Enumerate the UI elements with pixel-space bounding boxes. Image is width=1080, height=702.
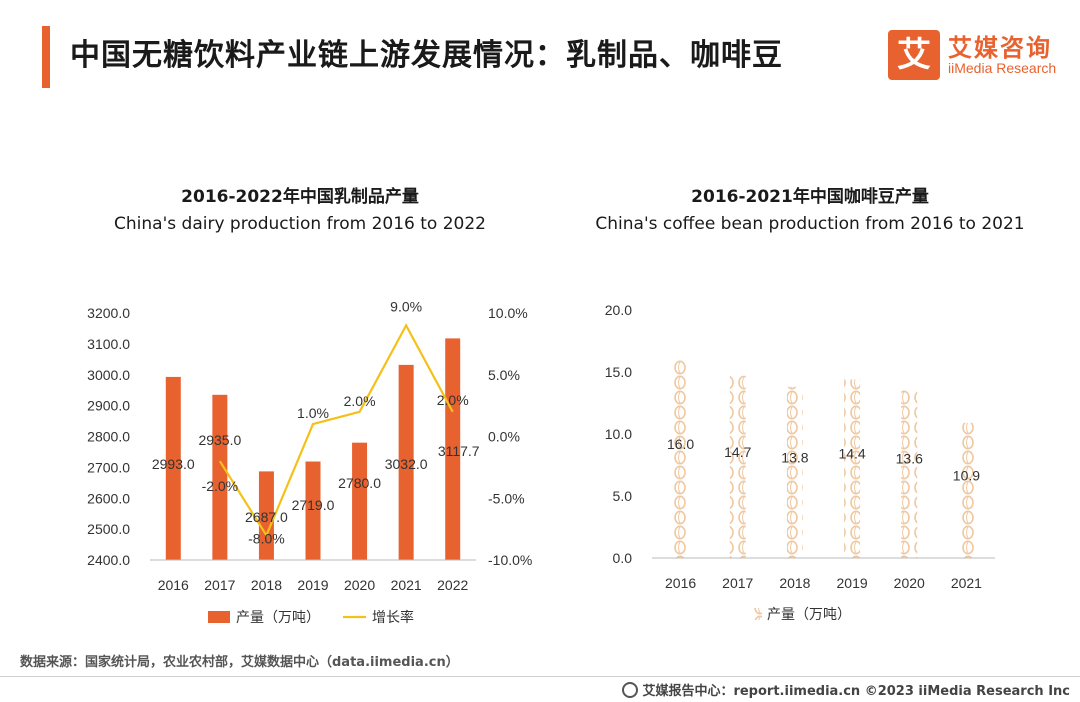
- y-tick-label: 3100.0: [87, 336, 130, 352]
- x-tick-label: 2020: [344, 577, 375, 593]
- bar-value-label: 2687.0: [245, 509, 288, 525]
- bar-value-label: 2993.0: [152, 456, 195, 472]
- bar-value-label: 13.8: [781, 449, 808, 465]
- footer: 艾媒报告中心：report.iimedia.cn ©2023 iiMedia R…: [622, 680, 1070, 699]
- x-tick-label: 2022: [437, 577, 468, 593]
- y-tick-label: 10.0: [605, 426, 632, 442]
- y-tick-label: 15.0: [605, 364, 632, 380]
- bar: [445, 338, 461, 560]
- bar-value-label: 14.7: [724, 444, 751, 460]
- x-tick-label: 2017: [722, 575, 753, 591]
- growth-value-label: 1.0%: [297, 405, 329, 421]
- y-tick-label: 2600.0: [87, 490, 130, 506]
- y2-tick-label: 0.0%: [488, 429, 520, 445]
- bar-value-label: 3117.7: [438, 443, 480, 459]
- growth-value-label: 9.0%: [390, 298, 422, 314]
- x-tick-label: 2016: [665, 575, 696, 591]
- bar: [901, 389, 918, 558]
- x-tick-label: 2021: [951, 575, 982, 591]
- legend-swatch-bar: [208, 611, 230, 623]
- page-title: 中国无糖饮料产业链上游发展情况：乳制品、咖啡豆: [70, 38, 783, 73]
- y-tick-label: 0.0: [613, 550, 633, 566]
- x-tick-label: 2018: [779, 575, 810, 591]
- y-tick-label: 5.0: [613, 488, 633, 504]
- bar: [258, 471, 274, 560]
- y-tick-label: 3000.0: [87, 367, 130, 383]
- bar-value-label: 2719.0: [292, 497, 335, 513]
- y2-tick-label: -10.0%: [488, 552, 532, 568]
- legend-label: 产量（万吨）: [767, 607, 851, 623]
- bar-value-label: 2935.0: [198, 432, 241, 448]
- y-tick-label: 2700.0: [87, 459, 130, 475]
- y2-tick-label: 5.0%: [488, 367, 520, 383]
- bar-value-label: 13.6: [896, 451, 923, 467]
- y-tick-label: 3200.0: [87, 305, 130, 321]
- bar: [844, 379, 861, 558]
- bar: [212, 394, 228, 560]
- bar-value-label: 10.9: [953, 467, 980, 483]
- y-tick-label: 2800.0: [87, 429, 130, 445]
- legend-label: 增长率: [372, 609, 414, 626]
- y2-tick-label: -5.0%: [488, 490, 525, 506]
- growth-value-label: -8.0%: [248, 530, 285, 546]
- legend-swatch-bar: [750, 608, 762, 620]
- bar: [672, 359, 689, 558]
- y-tick-label: 2500.0: [87, 521, 130, 537]
- x-tick-label: 2019: [837, 575, 868, 591]
- logo-text-cn: 艾媒咨询: [948, 34, 1052, 62]
- x-tick-label: 2016: [158, 577, 189, 593]
- bar: [305, 461, 321, 560]
- growth-value-label: 2.0%: [437, 392, 469, 408]
- bar: [729, 375, 746, 558]
- data-source-note: 数据来源：国家统计局，农业农村部，艾媒数据中心（data.iimedia.cn）: [20, 655, 459, 670]
- dairy-chart-title: 2016-2022年中国乳制品产量: [181, 187, 419, 207]
- bar-value-label: 3032.0: [385, 456, 428, 472]
- bar: [958, 422, 975, 558]
- x-tick-label: 2018: [251, 577, 282, 593]
- bar-value-label: 2780.0: [338, 475, 381, 491]
- growth-value-label: -2.0%: [202, 478, 239, 494]
- footer-divider: [0, 676, 1080, 677]
- bar-value-label: 16.0: [667, 436, 694, 452]
- bar: [165, 376, 181, 560]
- dairy-chart-subtitle: China's dairy production from 2016 to 20…: [114, 214, 486, 234]
- bar: [398, 364, 414, 560]
- y-tick-label: 2900.0: [87, 398, 130, 414]
- logo-mark: 艾: [888, 30, 940, 80]
- growth-rate-line: [218, 323, 454, 538]
- growth-value-label: 2.0%: [344, 393, 376, 409]
- coffee-chart-subtitle: China's coffee bean production from 2016…: [595, 214, 1025, 234]
- x-tick-label: 2021: [391, 577, 422, 593]
- dairy-chart: 2400.0 2500.0 2600.0 2700.0 2800.0 2900.0 3000…: [87, 298, 532, 626]
- bar-value-label: 14.4: [838, 446, 865, 462]
- bar: [352, 442, 368, 560]
- logo-text-en: iiMedia Research: [948, 60, 1057, 76]
- x-tick-label: 2020: [894, 575, 925, 591]
- coffee-chart-title: 2016-2021年中国咖啡豆产量: [691, 187, 929, 207]
- x-tick-label: 2019: [297, 577, 328, 593]
- legend-label: 产量（万吨）: [236, 610, 320, 626]
- iimedia-logo: 艾 艾媒咨询 iiMedia Research: [888, 28, 1068, 84]
- y-tick-label: 2400.0: [87, 552, 130, 568]
- y-tick-label: 20.0: [605, 302, 632, 318]
- coffee-chart: 0.0 5.0 10.0 15.0 20.0 2016 2017 2018 2019 2020 20…: [605, 302, 995, 623]
- bar: [786, 386, 803, 558]
- title-accent-bar: [42, 26, 50, 88]
- y2-tick-label: 10.0%: [488, 305, 528, 321]
- x-tick-label: 2017: [204, 577, 235, 593]
- footer-text: 艾媒报告中心：report.iimedia.cn ©2023 iiMedia R…: [642, 684, 1070, 699]
- globe-icon: [622, 682, 639, 698]
